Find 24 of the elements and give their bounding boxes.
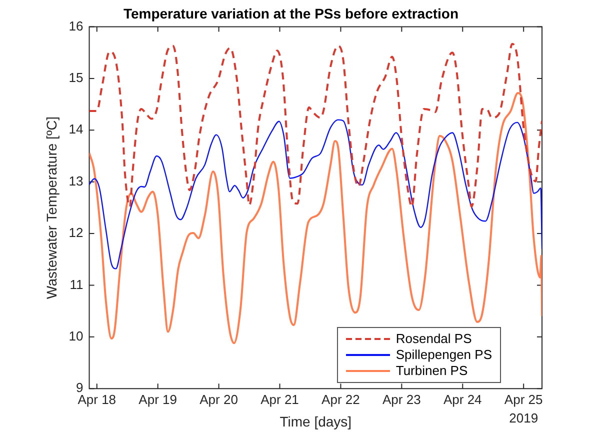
line-series [89, 42, 542, 208]
y-tick-label: 16 [68, 18, 84, 34]
x-tick-label: Apr 20 [200, 392, 238, 407]
line-series [89, 119, 542, 270]
line-series [89, 92, 542, 344]
x-axis-title: Time [days] [280, 413, 352, 430]
y-tick-label: 11 [70, 276, 84, 292]
y-tick-label: 13 [68, 173, 84, 188]
y-tick-label: 12 [68, 225, 84, 240]
y-axis-title: Wastewater Temperature [ºC] [43, 116, 60, 299]
x-tick-label: Apr 19 [138, 392, 177, 407]
y-tick-label: 14 [68, 122, 84, 137]
x-tick-label: Apr 22 [322, 392, 360, 407]
legend-label: Turbinen PS [396, 363, 468, 379]
legend-label: Spillepengen PS [396, 347, 492, 363]
x-tick-label: Apr 24 [443, 392, 482, 407]
x-tick-label: Apr 21 [260, 392, 299, 407]
chart-title: Temperature variation at the PSs before extraction [123, 5, 459, 22]
text: 2019 [509, 410, 538, 426]
x-tick-label: Apr 23 [382, 392, 421, 407]
legend-label: Rosendal PS [396, 331, 472, 347]
y-tick-label: 15 [68, 70, 84, 86]
y-tick-label: 10 [68, 328, 84, 344]
x-tick-label: Apr 25 [504, 392, 543, 407]
